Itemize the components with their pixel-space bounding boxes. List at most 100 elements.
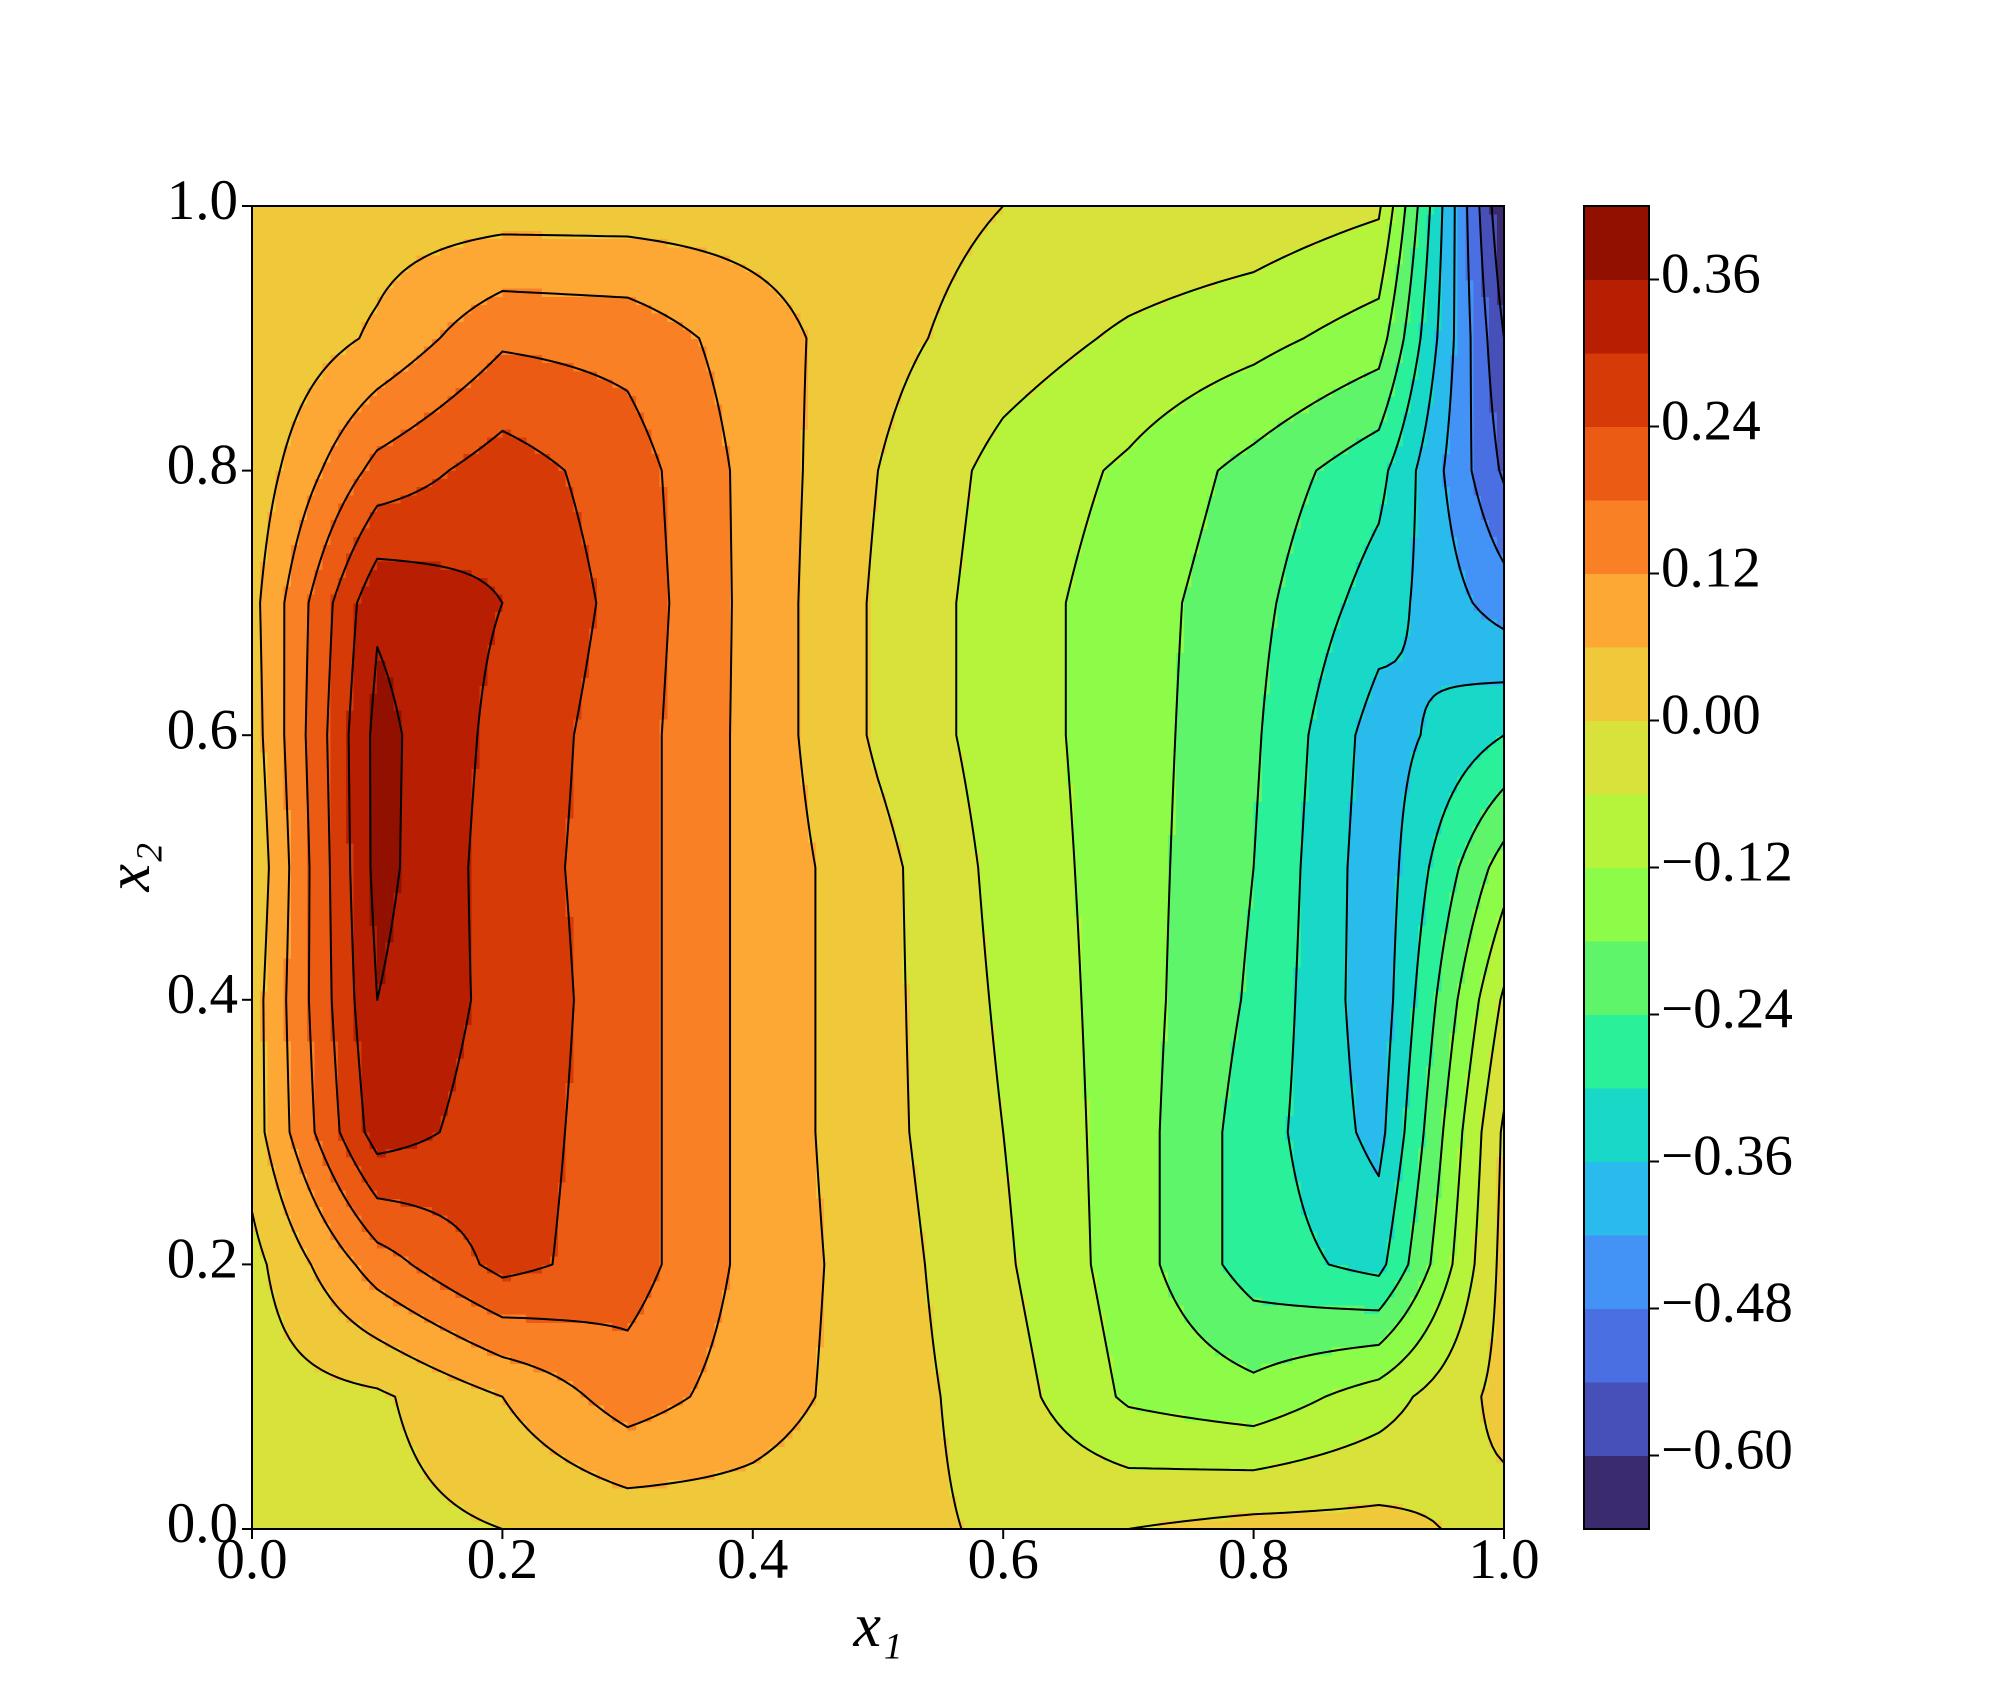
contour-cell xyxy=(956,602,1004,736)
contour-cell xyxy=(377,1264,503,1356)
contour-cell xyxy=(588,1396,629,1423)
colorbar-tick-label: −0.24 xyxy=(1661,978,1793,1041)
contour-cell xyxy=(1472,338,1497,472)
contour-cell xyxy=(267,1264,378,1390)
contour-cell xyxy=(627,296,691,339)
contour-cell xyxy=(1159,1132,1223,1265)
contour-cell xyxy=(565,735,629,869)
contour-cell xyxy=(752,1396,879,1530)
contour-cell xyxy=(1410,470,1474,604)
contour-cell xyxy=(471,867,503,1001)
colorbar-band xyxy=(1584,500,1649,575)
contour-cell xyxy=(1433,735,1505,869)
contour-cell xyxy=(1003,338,1129,472)
contour-cell xyxy=(502,867,574,1001)
contour-cell xyxy=(565,867,629,1001)
contour-cell xyxy=(502,1396,629,1489)
colorbar-tick-label: −0.48 xyxy=(1661,1272,1793,1335)
y-tick-label: 0.6 xyxy=(167,698,238,761)
contour-cell xyxy=(377,561,503,604)
contour-cell xyxy=(1480,999,1505,1133)
contour-cell xyxy=(377,867,402,984)
colorbar-band xyxy=(1584,1308,1649,1383)
x-tick-label: 0.0 xyxy=(216,1528,287,1591)
contour-cell xyxy=(752,867,816,1001)
contour-cell xyxy=(658,999,730,1133)
contour-line xyxy=(347,557,504,1156)
contour-cell xyxy=(627,470,668,604)
contour-cell xyxy=(1324,429,1380,472)
contour-cell xyxy=(1378,735,1419,869)
contour-cell xyxy=(909,1132,1004,1265)
contour-cell xyxy=(752,1132,824,1265)
contour-cell xyxy=(1417,206,1442,339)
contour-cell xyxy=(1488,850,1505,869)
contour-cell xyxy=(353,999,378,1133)
contour-cell xyxy=(306,602,331,736)
contour-cell xyxy=(729,470,754,604)
contour-cell xyxy=(455,437,503,472)
colorbar-tick-label: 0.00 xyxy=(1661,684,1761,747)
contour-cell xyxy=(627,735,660,869)
colorbar-band xyxy=(1584,1382,1649,1457)
contour-cell xyxy=(1003,470,1106,604)
contour-cell xyxy=(1253,1347,1380,1398)
contour-cell xyxy=(729,602,754,736)
contour-cell xyxy=(1347,867,1380,1001)
contour-cell xyxy=(878,793,903,869)
contour-cell xyxy=(1253,338,1380,439)
contour-cell xyxy=(1261,602,1341,736)
contour-cell xyxy=(752,338,809,472)
contour-cell xyxy=(1253,1438,1380,1514)
contour-cell xyxy=(729,1132,754,1265)
contour-cell xyxy=(502,354,629,472)
contour-cell xyxy=(627,1264,660,1323)
contour-cell xyxy=(1308,602,1380,736)
contour-cell xyxy=(252,602,261,736)
contour-cell xyxy=(1104,321,1129,339)
contour-cell xyxy=(1003,735,1075,869)
contour-cell xyxy=(799,470,879,604)
y-tick-label: 0.0 xyxy=(167,1492,238,1555)
contour-cell xyxy=(1018,1264,1114,1398)
contour-line xyxy=(251,205,1505,1530)
contour-cell xyxy=(1128,867,1169,1001)
contour-line xyxy=(304,350,671,1332)
contour-cell xyxy=(1457,793,1505,869)
contour-line xyxy=(259,233,826,1490)
contour-cell xyxy=(377,867,472,1001)
contour-cell xyxy=(627,396,660,472)
contour-cell xyxy=(377,1132,503,1265)
contour-cell xyxy=(1065,735,1129,869)
contour-cell xyxy=(1378,206,1396,282)
contour-cell xyxy=(361,313,378,339)
contour-cell xyxy=(878,602,957,736)
contour-cell xyxy=(1183,470,1255,604)
contour-cell xyxy=(1003,999,1090,1133)
contour-cell xyxy=(252,206,378,339)
contour-cell xyxy=(1003,338,1090,414)
axes: 0.0 0.2 0.4 0.6 0.8 1.0 0.0 0.2 0.4 0.6 0.8 1.0 xyxy=(167,169,1540,1591)
contour-cell xyxy=(400,735,480,869)
contour-cell xyxy=(752,470,801,604)
x-tick-label: 1.0 xyxy=(1468,1528,1539,1591)
contour-cell xyxy=(322,396,378,472)
contour-cell xyxy=(361,1264,378,1290)
contour-cell xyxy=(1480,917,1505,1001)
colorbar: −0.60 −0.48 −0.36 −0.24 −0.12 0.00 0.12 0.24 0.3… xyxy=(1583,205,1793,1530)
contour-cell xyxy=(565,470,629,604)
colorbar-band xyxy=(1584,279,1649,354)
contour-cell xyxy=(799,338,879,472)
contour-cell xyxy=(815,867,879,1001)
contour-cell xyxy=(1378,338,1403,422)
contour-line xyxy=(1344,205,1505,1178)
contour-cell xyxy=(377,660,402,736)
contour-cell xyxy=(752,999,816,1133)
contour-cell xyxy=(1042,1396,1129,1464)
contour-cell xyxy=(1128,470,1216,604)
contour-cell xyxy=(878,206,1004,339)
contour-lines xyxy=(251,205,1505,1530)
contour-cell xyxy=(878,999,910,1133)
contour-cell xyxy=(878,1264,942,1398)
colorbar-band xyxy=(1584,1161,1649,1236)
